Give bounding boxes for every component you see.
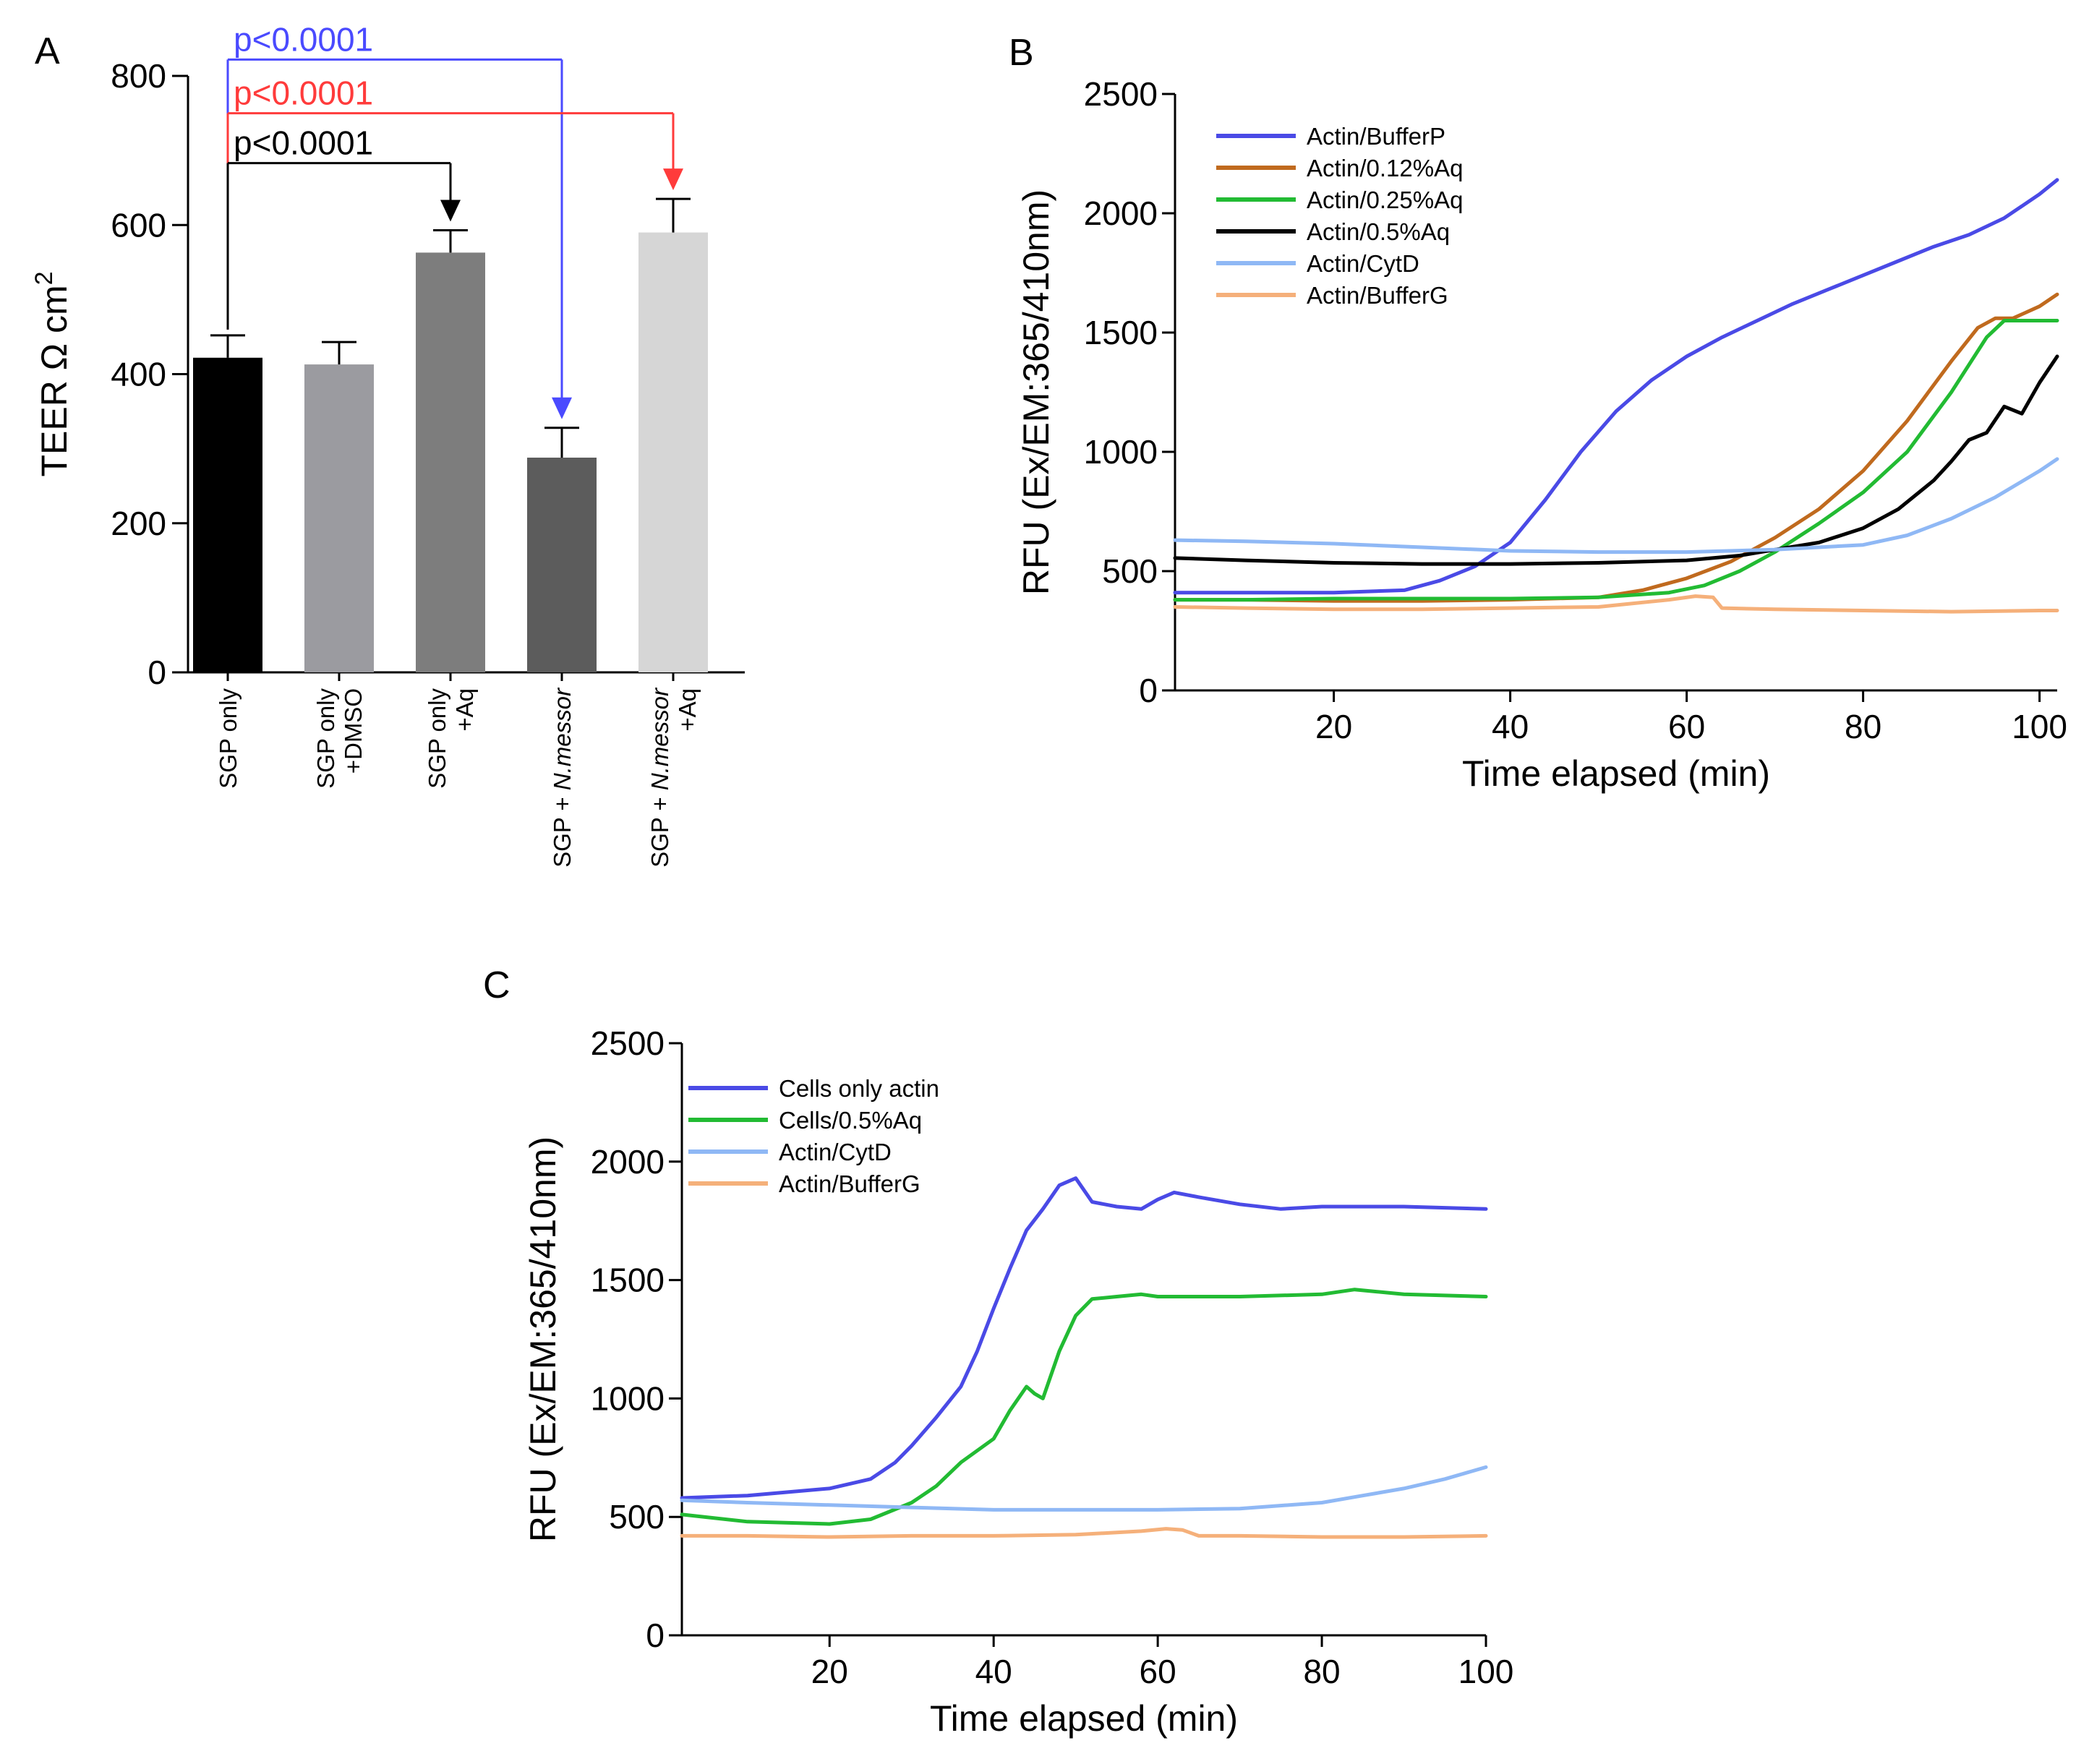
bar-5 xyxy=(638,232,708,672)
x-tick-label: 40 xyxy=(1492,708,1529,745)
panel-c-line-chart: C 0 500 1000 1500 2000 2500 20 40 60 80 100 Time ela… xyxy=(483,964,1513,1739)
legend-label: Actin/BufferP xyxy=(1307,123,1445,150)
y-tick-label: 2000 xyxy=(1084,194,1158,232)
y-tick-label: 600 xyxy=(111,206,166,244)
x-tick-label: 60 xyxy=(1668,708,1705,745)
category-label-group: SGP + N.messor +Aq xyxy=(646,687,701,868)
category-label: SGP + N.messor xyxy=(549,687,576,868)
legend-label: Actin/CytD xyxy=(779,1139,892,1165)
x-tick-label: 80 xyxy=(1303,1653,1340,1690)
category-label: +Aq xyxy=(674,688,701,732)
category-label-group: SGP only +DMSO xyxy=(312,688,367,789)
legend-label: Cells/0.5%Aq xyxy=(779,1107,922,1134)
bar-1 xyxy=(193,357,262,672)
x-tick-label: 100 xyxy=(2012,708,2067,745)
p-value-label: p<0.0001 xyxy=(234,20,373,58)
comparison-arrowhead xyxy=(552,397,572,419)
legend-label: Actin/BufferG xyxy=(1307,282,1448,309)
y-axis-title: TEER Ω cm2 xyxy=(30,271,74,476)
x-axis-title: Time elapsed (min) xyxy=(1462,753,1770,794)
category-label-group: SGP only +Aq xyxy=(424,688,478,789)
panel-letter-a: A xyxy=(35,30,60,72)
category-label: +DMSO xyxy=(340,688,367,774)
series-line-1 xyxy=(680,1176,1488,1500)
panel-b-line-chart: B 0 500 1000 1500 2000 2500 20 40 60 80 100 Time ela… xyxy=(1009,32,2067,794)
x-tick-label: 20 xyxy=(1315,708,1352,745)
series-line-4 xyxy=(680,1527,1488,1539)
legend-label: Cells only actin xyxy=(779,1075,939,1102)
bar-3 xyxy=(416,252,485,672)
category-label-group: SGP only xyxy=(215,688,242,789)
legend-label: Actin/0.25%Aq xyxy=(1307,187,1463,213)
comparison-arrowhead xyxy=(440,200,461,222)
x-tick-label: 40 xyxy=(975,1653,1012,1690)
x-tick-label: 60 xyxy=(1140,1653,1176,1690)
y-axis-title: RFU (Ex/EM:365/410nm) xyxy=(1016,189,1056,595)
y-tick-label: 200 xyxy=(111,505,166,542)
panel-letter-c: C xyxy=(483,964,510,1006)
legend-label: Actin/CytD xyxy=(1307,250,1419,277)
y-tick-label: 1000 xyxy=(591,1379,665,1417)
series-line-3 xyxy=(680,1465,1488,1512)
x-tick-label: 80 xyxy=(1845,708,1881,745)
p-value-label: p<0.0001 xyxy=(234,124,373,162)
y-tick-label: 2500 xyxy=(1084,75,1158,113)
y-tick-label: 0 xyxy=(646,1617,665,1654)
legend-label: Actin/0.12%Aq xyxy=(1307,155,1463,181)
series-line-4 xyxy=(1173,354,2059,566)
category-label: SGP + N.messor xyxy=(646,687,673,868)
category-label: SGP only xyxy=(215,688,242,789)
y-tick-label: 0 xyxy=(1139,672,1158,709)
x-tick-label: 100 xyxy=(1458,1653,1514,1690)
y-tick-label: 2000 xyxy=(591,1143,665,1181)
series-line-5 xyxy=(1173,457,2059,555)
y-tick-label: 500 xyxy=(1102,552,1158,590)
series-line-2 xyxy=(1173,292,2059,603)
series-line-2 xyxy=(680,1288,1488,1526)
p-value-label: p<0.0001 xyxy=(234,74,373,112)
category-label-group: SGP + N.messor xyxy=(549,687,576,868)
y-axis-title: RFU (Ex/EM:365/410nm) xyxy=(523,1136,563,1542)
series-line-3 xyxy=(1173,319,2059,602)
y-tick-label: 500 xyxy=(609,1498,665,1536)
y-tick-label: 400 xyxy=(111,356,166,393)
series-line-6 xyxy=(1173,594,2059,614)
y-tick-label: 1500 xyxy=(1084,314,1158,351)
panel-letter-b: B xyxy=(1009,32,1034,74)
category-label: SGP only xyxy=(312,688,339,789)
y-tick-label: 800 xyxy=(111,57,166,95)
category-label: +Aq xyxy=(451,688,478,732)
legend-label: Actin/0.5%Aq xyxy=(1307,218,1450,245)
y-tick-label: 1500 xyxy=(591,1262,665,1299)
bar-2 xyxy=(304,364,374,672)
series-line-1 xyxy=(1173,178,2059,595)
x-axis-title: Time elapsed (min) xyxy=(930,1698,1238,1739)
y-tick-label: 1000 xyxy=(1084,433,1158,471)
bar-4 xyxy=(527,458,597,672)
category-label: SGP only xyxy=(424,688,450,789)
x-tick-label: 20 xyxy=(811,1653,848,1690)
comparison-arrowhead xyxy=(663,168,683,191)
legend-label: Actin/BufferG xyxy=(779,1170,920,1197)
y-tick-label: 2500 xyxy=(591,1024,665,1062)
y-tick-label: 0 xyxy=(148,654,166,691)
